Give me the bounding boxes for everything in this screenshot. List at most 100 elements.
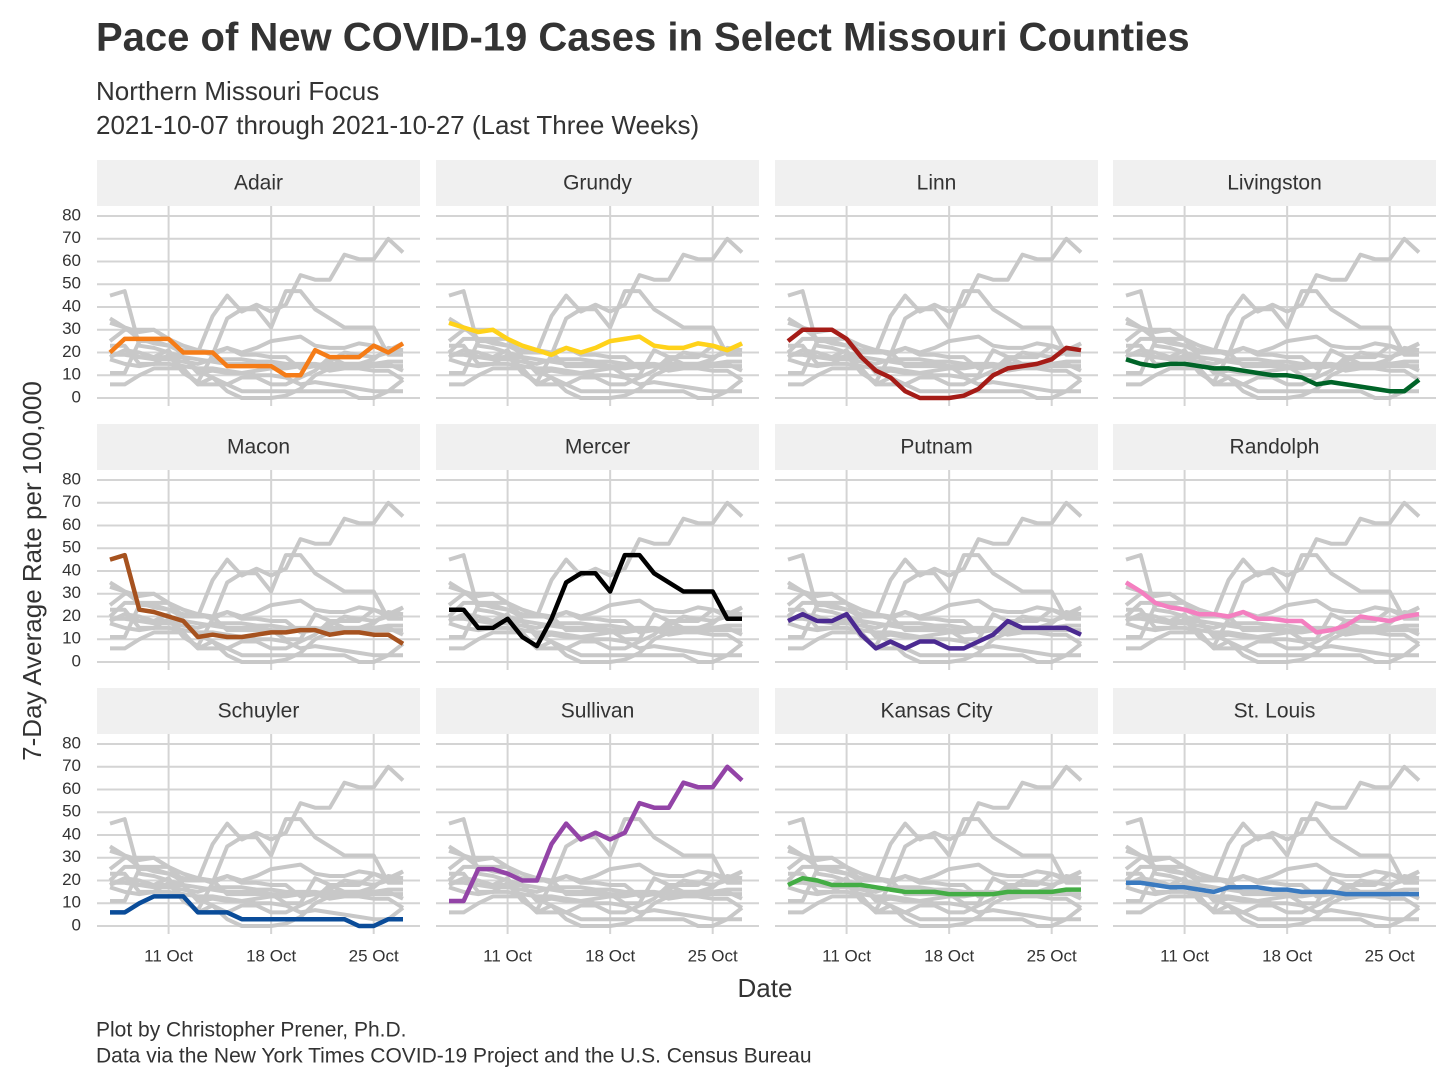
context-line: [788, 236, 1083, 375]
panel: Kansas City 11 Oct 18 Oct 25 Oct: [775, 688, 1098, 965]
context-line: [448, 817, 744, 910]
context-line: [448, 553, 744, 646]
y-tick-label: 60: [62, 779, 81, 798]
context-line: [110, 236, 405, 375]
context-line: [787, 885, 1083, 922]
context-line: [787, 289, 1083, 382]
context-line: [448, 876, 742, 897]
x-tick-label: 11 Oct: [1160, 946, 1209, 965]
strip: [1113, 688, 1436, 734]
strip: [436, 160, 759, 206]
panel: Schuyler 0 10 20 30 40 50 60 70 80 11 Oct 18 Oct 25 …: [62, 688, 420, 965]
strip: [97, 688, 420, 734]
context-line: [110, 880, 403, 897]
context-line: [448, 348, 742, 369]
panel-title: Linn: [917, 172, 957, 195]
context-line: [448, 621, 744, 658]
y-tick-label: 60: [62, 515, 81, 534]
panel: Adair 0 10 20 30 40 50 60 70 80: [62, 160, 420, 406]
x-tick-label: 11 Oct: [483, 946, 532, 965]
line: [786, 327, 1082, 401]
context-line: [1125, 612, 1419, 633]
line: [449, 552, 742, 649]
panel-title: Livingston: [1227, 172, 1322, 195]
y-tick-label: 0: [72, 387, 81, 406]
context-line: [449, 352, 742, 369]
subtitle: 2021-10-07 through 2021-10-27 (Last Thre…: [96, 110, 699, 140]
strip: [97, 424, 420, 470]
context-line: [448, 885, 744, 922]
context-line: [1125, 553, 1421, 646]
x-tick-label: 18 Oct: [1262, 946, 1312, 965]
y-tick-label: 40: [62, 296, 81, 315]
line: [448, 320, 743, 358]
y-tick-label: 10: [62, 629, 81, 648]
context-line: [788, 500, 1083, 639]
y-tick-label: 50: [62, 274, 81, 293]
panel-title: Mercer: [565, 436, 630, 459]
y-tick-label: 30: [62, 583, 81, 602]
context-line: [1126, 616, 1419, 633]
y-tick-label: 60: [62, 251, 81, 270]
panel-title: Adair: [234, 172, 283, 195]
context-line: [110, 894, 403, 928]
context-line: [1125, 348, 1419, 369]
y-tick-label: 30: [62, 847, 81, 866]
line: [449, 764, 744, 904]
line: [109, 552, 405, 646]
context-line: [109, 885, 405, 922]
context-line: [447, 600, 744, 642]
x-tick-label: 18 Oct: [246, 946, 296, 965]
context-line: [1125, 621, 1421, 658]
context-line: [449, 894, 742, 928]
panel: Grundy: [436, 160, 759, 406]
x-tick-label: 25 Oct: [349, 946, 399, 965]
line: [787, 875, 1081, 897]
y-tick-label: 0: [72, 915, 81, 934]
y-tick-label: 70: [62, 492, 81, 511]
y-tick-label: 40: [62, 824, 81, 843]
y-tick-label: 80: [62, 469, 81, 488]
context-line: [1124, 864, 1421, 906]
x-tick-label: 11 Oct: [822, 946, 871, 965]
context-line: [449, 500, 744, 639]
y-tick-label: 0: [72, 651, 81, 670]
panel-title: Macon: [227, 436, 290, 459]
line: [787, 611, 1082, 651]
context-line: [788, 894, 1081, 928]
x-axis-title: Date: [738, 973, 793, 1003]
y-tick-label: 80: [62, 205, 81, 224]
context-line: [109, 612, 403, 633]
line: [108, 336, 405, 378]
context-line: [786, 336, 1083, 378]
panel: Sullivan 11 Oct 18 Oct 25 Oct: [436, 688, 759, 965]
context-line: [110, 764, 405, 903]
strip: [1113, 160, 1436, 206]
y-tick-label: 50: [62, 802, 81, 821]
context-line: [1126, 630, 1419, 664]
context-line: [110, 630, 403, 664]
context-line: [1124, 600, 1421, 642]
strip: [1113, 424, 1436, 470]
context-line: [1126, 236, 1421, 375]
context-line: [449, 366, 742, 400]
context-line: [109, 357, 405, 394]
y-axis-title: 7-Day Average Rate per 100,000: [17, 381, 47, 761]
subtitle: Northern Missouri Focus: [96, 76, 379, 106]
context-line: [447, 864, 744, 906]
context-line: [1126, 764, 1421, 903]
panel: Putnam: [775, 424, 1098, 670]
context-line: [787, 553, 1083, 646]
x-tick-label: 25 Oct: [1027, 946, 1077, 965]
context-line: [448, 289, 744, 382]
context-line: [110, 352, 403, 369]
context-line: [788, 764, 1083, 903]
y-tick-label: 20: [62, 606, 81, 625]
y-tick-label: 20: [62, 342, 81, 361]
strip: [775, 160, 1098, 206]
context-line: [787, 817, 1083, 910]
panel-title: Schuyler: [218, 700, 300, 723]
x-tick-label: 25 Oct: [1365, 946, 1415, 965]
line: [1124, 580, 1420, 635]
panel-title: Sullivan: [561, 700, 635, 723]
